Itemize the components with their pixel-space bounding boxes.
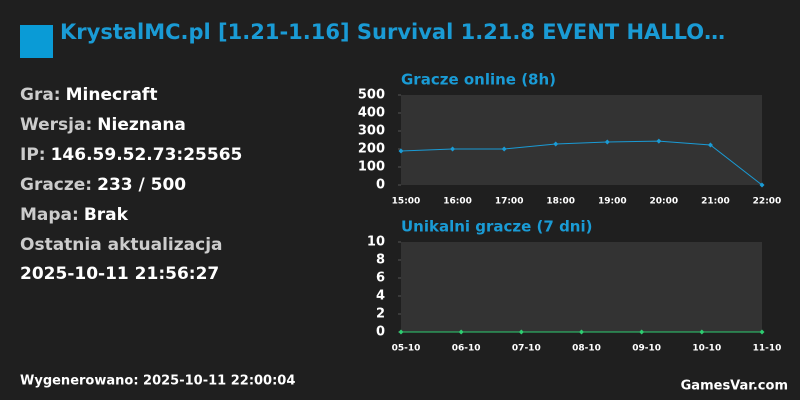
info-label: Mapa: xyxy=(20,205,79,225)
title: KrystalMC.pl [1.21-1.16] Survival 1.21.8… xyxy=(60,20,725,44)
line xyxy=(400,140,763,186)
y-tick-label: 4 xyxy=(376,289,385,304)
info-label: Ostatnia aktualizacja xyxy=(20,235,223,255)
x-tick-label: 21:00 xyxy=(701,197,730,207)
info-value: Brak xyxy=(84,205,129,225)
info-value: 146.59.52.73:25565 xyxy=(51,145,243,165)
x-tick-label: 11-10 xyxy=(753,344,782,354)
point xyxy=(707,142,713,148)
point xyxy=(604,139,610,145)
x-tick-label: 15:00 xyxy=(392,197,421,207)
point xyxy=(501,146,507,152)
chart-title: Unikalni gracze (7 dni) xyxy=(401,218,592,236)
brand: GamesVar.com xyxy=(681,379,788,394)
y-tick-label: 2 xyxy=(376,307,385,322)
chart-title: Gracze online (8h) xyxy=(401,71,556,89)
x-tick-label: 22:00 xyxy=(753,197,782,207)
x-tick-label: 16:00 xyxy=(443,197,472,207)
y-tick-label: 300 xyxy=(358,124,385,139)
x-tick-label: 20:00 xyxy=(650,197,679,207)
point xyxy=(759,182,765,188)
point xyxy=(398,329,404,335)
x-tick-label: 10-10 xyxy=(692,344,721,354)
point xyxy=(699,329,705,335)
point xyxy=(579,329,584,335)
x-tick-label: 09-10 xyxy=(632,344,661,354)
icon xyxy=(20,25,53,58)
x-tick-label: 08-10 xyxy=(572,344,601,354)
info-label: IP: xyxy=(20,145,46,165)
point xyxy=(450,146,456,152)
x-tick-label: 06-10 xyxy=(452,344,481,354)
point xyxy=(518,329,524,335)
generated: Wygenerowano: 2025-10-11 22:00:04 xyxy=(20,374,295,389)
x-tick-label: 17:00 xyxy=(495,197,524,207)
x-tick-label: 18:00 xyxy=(546,197,575,207)
point xyxy=(639,329,645,335)
info-value: Minecraft xyxy=(66,85,158,105)
y-tick-label: 8 xyxy=(376,253,385,268)
info-value: 233 / 500 xyxy=(97,175,186,195)
y-tick-label: 100 xyxy=(358,160,385,175)
x-tick-label: 07-10 xyxy=(512,344,541,354)
info-value: Nieznana xyxy=(97,115,186,135)
y-tick-label: 0 xyxy=(376,325,385,340)
info-value: 2025-10-11 21:56:27 xyxy=(20,264,219,284)
info-label: Wersja: xyxy=(20,115,92,135)
point xyxy=(656,138,662,144)
plot-area xyxy=(401,95,762,185)
info-label: Gra: xyxy=(20,85,61,105)
plot-area xyxy=(401,242,762,332)
y-tick-label: 400 xyxy=(358,106,385,121)
y-tick-label: 6 xyxy=(376,271,385,286)
point xyxy=(458,329,464,335)
x-tick-label: 19:00 xyxy=(598,197,627,207)
info-label: Gracze: xyxy=(20,175,92,195)
point xyxy=(759,329,765,335)
y-tick-label: 500 xyxy=(358,88,385,103)
y-tick-label: 200 xyxy=(358,142,385,157)
x-tick-label: 05-10 xyxy=(392,344,421,354)
y-tick-label: 10 xyxy=(367,235,385,250)
point xyxy=(398,148,404,154)
y-tick-label: 0 xyxy=(376,178,385,193)
point xyxy=(553,141,559,147)
